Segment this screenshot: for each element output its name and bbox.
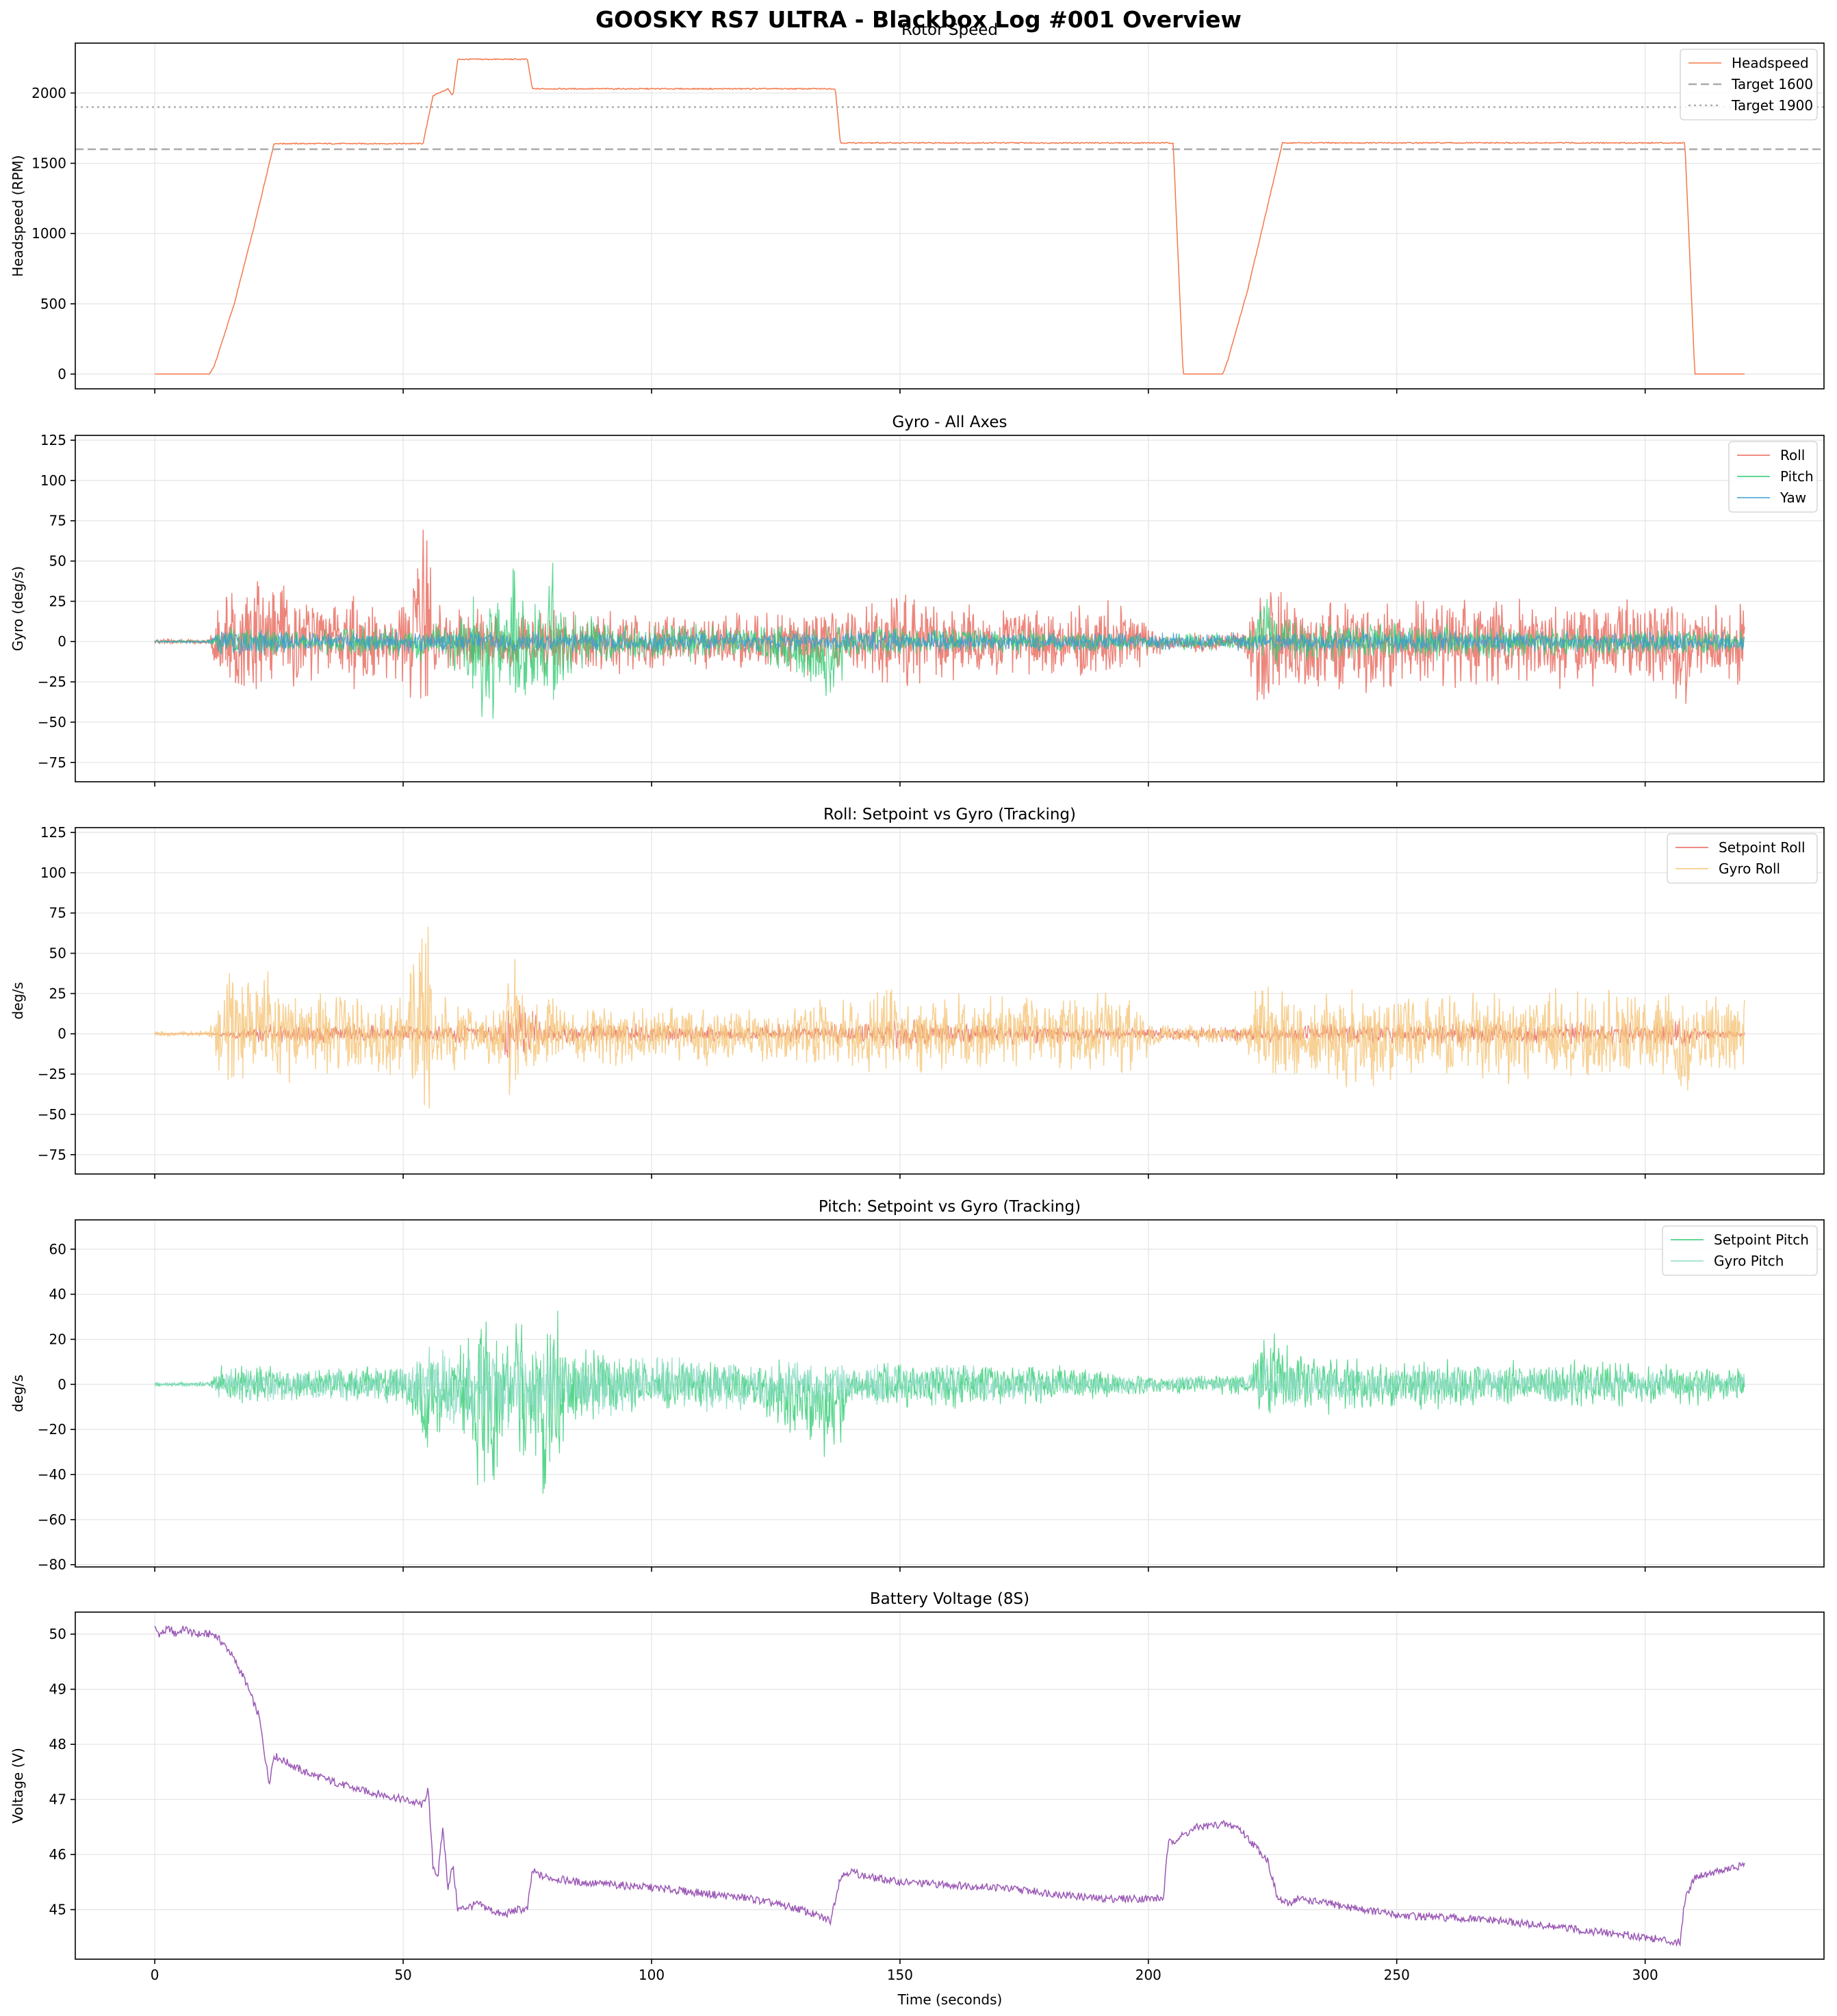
panel-title: Roll: Setpoint vs Gyro (Tracking): [823, 806, 1076, 824]
y-tick-label: 46: [49, 1846, 66, 1863]
y-tick-label: 100: [40, 865, 66, 881]
plot-frame: [75, 435, 1825, 782]
y-tick-label: 50: [49, 553, 66, 570]
y-tick-label: −75: [38, 1147, 66, 1163]
legend: Roll Pitch Yaw: [1728, 441, 1818, 513]
y-axis-label: deg/s: [10, 982, 26, 1020]
series-gyro-pitch: [154, 1343, 1745, 1431]
y-tick-label: −40: [38, 1466, 66, 1483]
plot-area: [154, 1625, 1745, 1948]
y-tick-label: −25: [38, 674, 66, 690]
legend: Headspeed Target 1600 Target 1900: [1680, 49, 1818, 120]
legend: Setpoint Roll Gyro Roll: [1667, 833, 1818, 884]
plot-area: [154, 529, 1745, 719]
panel-title: Battery Voltage (8S): [870, 1590, 1029, 1608]
series-voltage: [154, 1625, 1745, 1948]
y-tick-label: 25: [49, 593, 66, 609]
plot-area: [75, 58, 1824, 375]
y-tick-label: 25: [49, 985, 66, 1001]
x-tick-label: 250: [1384, 1967, 1410, 1983]
panel-1: 0 500 1000 1500 2000 Rotor Speed Headspeed (RP…: [10, 21, 1825, 394]
y-tick-label: 75: [49, 905, 66, 921]
x-tick-label: 0: [151, 1967, 159, 1983]
plot-area: [154, 1310, 1745, 1494]
y-tick-label: −50: [38, 714, 66, 730]
legend-label: Setpoint Pitch: [1714, 1232, 1809, 1248]
y-tick-label: −60: [38, 1511, 66, 1528]
y-tick-label: 0: [57, 1025, 66, 1042]
y-tick-label: 45: [49, 1902, 66, 1918]
legend-box: [1728, 441, 1818, 513]
y-tick-label: 0: [57, 633, 66, 650]
y-tick-label: 125: [40, 824, 66, 841]
y-tick-label: −25: [38, 1066, 66, 1082]
y-tick-label: −20: [38, 1421, 66, 1438]
y-tick-label: 60: [49, 1241, 66, 1258]
y-axis-label: deg/s: [10, 1375, 26, 1412]
panel-5: 0 50 100 150 200 250 300 45 46 47 48 49 50 Battery Vo…: [10, 1590, 1825, 1983]
legend-label: Target 1600: [1731, 76, 1813, 92]
legend-box: [1662, 1225, 1818, 1276]
y-axis-label: Gyro (deg/s): [10, 566, 26, 651]
series-headspeed: [155, 58, 1745, 375]
legend-label: Target 1900: [1731, 97, 1813, 114]
y-axis-label: Voltage (V): [10, 1748, 26, 1824]
y-tick-label: 20: [49, 1331, 66, 1347]
panel-2: −75 −50 −25 0 25 50 75 100 125 Gyro - All Axes Gyr…: [10, 413, 1825, 787]
panel-title: Rotor Speed: [901, 21, 998, 39]
x-tick-label: 50: [394, 1967, 411, 1983]
legend-label: Gyro Roll: [1719, 860, 1780, 877]
legend: Setpoint Pitch Gyro Pitch: [1662, 1225, 1818, 1276]
plot-frame: [75, 1611, 1825, 1960]
legend-label: Setpoint Roll: [1719, 839, 1806, 856]
legend-label: Yaw: [1780, 489, 1806, 506]
y-tick-label: 47: [49, 1791, 66, 1808]
legend-label: Pitch: [1780, 468, 1814, 485]
y-tick-label: −80: [38, 1557, 66, 1573]
series-gyro-roll: [154, 926, 1745, 1109]
legend-label: Gyro Pitch: [1714, 1253, 1784, 1269]
y-tick-label: −75: [38, 754, 66, 771]
y-tick-label: 48: [49, 1736, 66, 1752]
panel-4: −80 −60 −40 −20 0 20 40 60 Pitch: Setpoint vs Gy…: [10, 1198, 1825, 1573]
panel-3: −75 −50 −25 0 25 50 75 100 125 Roll: Setpoint vs …: [10, 806, 1825, 1179]
x-axis-label: Time (seconds): [897, 1991, 1003, 2008]
y-tick-label: −50: [38, 1106, 66, 1123]
y-tick-label: 1500: [31, 155, 66, 172]
y-tick-label: 49: [49, 1681, 66, 1698]
y-tick-label: 500: [40, 296, 66, 312]
x-tick-label: 300: [1632, 1967, 1658, 1983]
legend-label: Roll: [1780, 447, 1805, 463]
panel-title: Pitch: Setpoint vs Gyro (Tracking): [819, 1198, 1081, 1216]
y-tick-label: 0: [57, 1376, 66, 1392]
panel-title: Gyro - All Axes: [892, 413, 1007, 431]
x-tick-label: 150: [887, 1967, 913, 1983]
y-tick-label: 75: [49, 513, 66, 529]
plot-frame: [75, 1219, 1825, 1568]
series-pitch: [154, 563, 1745, 719]
y-tick-label: 1000: [31, 225, 66, 242]
y-tick-label: 50: [49, 1626, 66, 1642]
y-tick-label: 50: [49, 945, 66, 962]
y-tick-label: 2000: [31, 85, 66, 101]
y-axis-label: Headspeed (RPM): [10, 155, 26, 277]
plot-frame: [75, 827, 1825, 1175]
legend-box: [1667, 833, 1818, 884]
x-tick-label: 100: [639, 1967, 665, 1983]
x-tick-label: 200: [1135, 1967, 1161, 1983]
y-tick-label: 125: [40, 432, 66, 448]
series-yaw: [154, 629, 1745, 656]
plot-area: [154, 926, 1745, 1109]
figure-title: GOOSKY RS7 ULTRA - Blackbox Log #001 Ove…: [595, 6, 1242, 33]
y-tick-label: 100: [40, 472, 66, 489]
y-tick-label: 0: [57, 366, 66, 382]
legend-box: [1680, 49, 1818, 120]
y-tick-label: 40: [49, 1286, 66, 1303]
legend-label: Headspeed: [1732, 55, 1809, 71]
plot-frame: [75, 42, 1825, 390]
